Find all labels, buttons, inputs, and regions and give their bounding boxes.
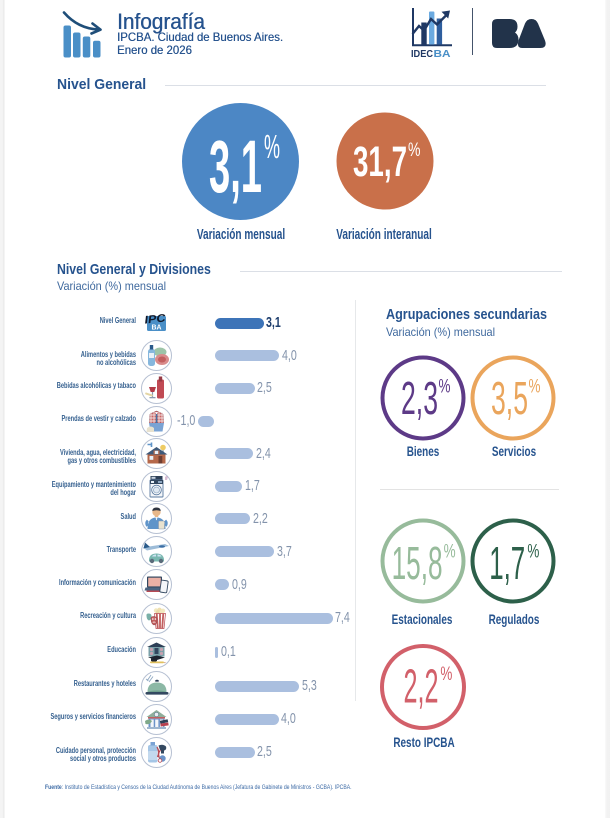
svg-text:BA: BA [152, 323, 163, 332]
svg-text:%: % [408, 140, 421, 161]
svg-text:%: % [528, 376, 540, 397]
svg-text:3,1: 3,1 [209, 125, 262, 208]
svg-text:2,3: 2,3 [401, 372, 438, 424]
svg-text:3,5: 3,5 [491, 372, 528, 424]
svg-text:IPC: IPC [144, 312, 167, 326]
svg-text:1,7: 1,7 [489, 537, 525, 589]
svg-text:%: % [439, 376, 451, 397]
svg-text:IDEC: IDEC [411, 49, 433, 59]
svg-text:%: % [444, 542, 456, 563]
svg-text:BA: BA [434, 49, 451, 59]
svg-text:%: % [440, 664, 452, 685]
svg-text:%: % [527, 542, 539, 563]
svg-text:2,2: 2,2 [403, 660, 438, 713]
svg-text:15,8: 15,8 [392, 537, 443, 589]
svg-text:%: % [264, 128, 280, 165]
svg-text:31,7: 31,7 [353, 139, 407, 186]
